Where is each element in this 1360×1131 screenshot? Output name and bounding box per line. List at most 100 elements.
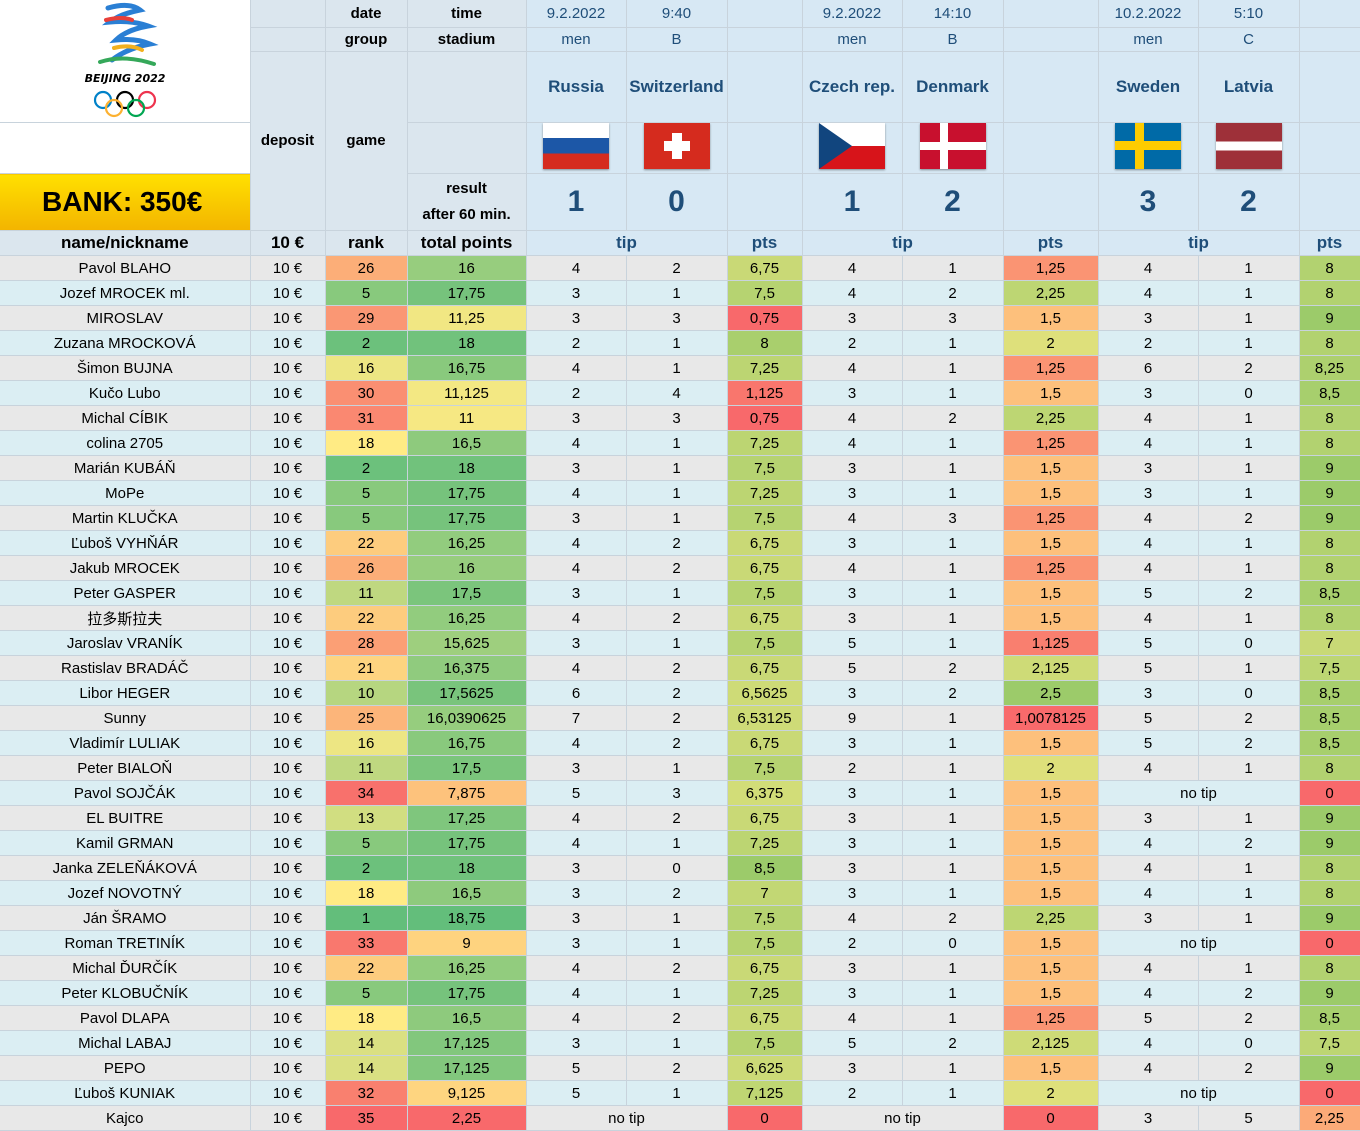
- points-cell: 0: [1298, 930, 1360, 956]
- tip-away-cell: 2: [626, 730, 728, 756]
- tip-home-cell: 4: [526, 530, 627, 556]
- tip-away-cell: 1: [626, 1030, 728, 1056]
- points-cell: 1,5: [1002, 855, 1099, 881]
- tip-home-cell: 4: [1098, 1030, 1199, 1056]
- game3-away-score: 2: [1198, 173, 1300, 231]
- total-points-cell: 16,5: [406, 880, 527, 906]
- tip-home-cell: 4: [1098, 530, 1199, 556]
- total-points-cell: 17,125: [406, 1030, 527, 1056]
- tip-home-cell: 3: [802, 1055, 903, 1081]
- table-row: Pavol BLAHO 10 €26 16 4 2 6,75 4 1 1,25 4 1 8: [0, 255, 1360, 281]
- tip-away-cell: 1: [1198, 805, 1300, 831]
- rank-cell: 5: [324, 480, 408, 506]
- tip-home-cell: 3: [802, 305, 903, 331]
- tip-away-cell: 2: [626, 605, 728, 631]
- total-points-cell: 16,5: [406, 1005, 527, 1031]
- game1-away-score: 0: [626, 173, 728, 231]
- czech-flag-icon: [819, 123, 885, 169]
- deposit-cell: 10 €: [250, 830, 326, 856]
- tip-home-cell: 3: [1098, 905, 1199, 931]
- player-name: Michal LABAJ: [0, 1030, 251, 1056]
- tip-home-cell: 2: [802, 755, 903, 781]
- table-row: Jakub MROCEK 10 €26 16 4 2 6,75 4 1 1,25 4 1 8: [0, 555, 1360, 581]
- tip-home-cell: 5: [1098, 730, 1199, 756]
- tip-home-cell: 4: [802, 355, 903, 381]
- points-cell: 1,5: [1002, 980, 1099, 1006]
- tip-home-cell: 3: [802, 480, 903, 506]
- deposit-cell: 10 €: [250, 305, 326, 331]
- points-cell: 2,25: [1002, 905, 1099, 931]
- total-points-cell: 16,25: [406, 955, 527, 981]
- deposit-cell: 10 €: [250, 1030, 326, 1056]
- total-points-cell: 18: [406, 330, 527, 356]
- points-cell: 9: [1298, 980, 1360, 1006]
- player-name: Pavol BLAHO: [0, 255, 251, 281]
- sweden-flag-icon: [1115, 123, 1181, 169]
- table-row: Peter GASPER 10 €11 17,5 3 1 7,5 3 1 1,5 5 2 8,5: [0, 580, 1360, 606]
- tip-home-cell: 4: [802, 1005, 903, 1031]
- points-cell: 7,5: [726, 505, 803, 531]
- game3-stadium: C: [1198, 27, 1300, 52]
- tip-away-cell: 1: [902, 330, 1004, 356]
- rank-cell: 30: [324, 380, 408, 406]
- player-name: Janka ZELEŇÁKOVÁ: [0, 855, 251, 881]
- tip-home-cell: 5: [526, 780, 627, 806]
- game2-date: 9.2.2022: [802, 0, 903, 28]
- points-cell: 9: [1298, 505, 1360, 531]
- player-name: EL BUITRE: [0, 805, 251, 831]
- rank-cell: 22: [324, 605, 408, 631]
- deposit-cell: 10 €: [250, 405, 326, 431]
- points-cell: 7,5: [726, 630, 803, 656]
- table-row: Michal LABAJ 10 €14 17,125 3 1 7,5 5 2 2,125 4 0 7,…: [0, 1030, 1360, 1056]
- points-cell: 1,5: [1002, 605, 1099, 631]
- points-cell: 6,75: [726, 730, 803, 756]
- game2-stadium: B: [902, 27, 1004, 52]
- points-cell: 8: [1298, 330, 1360, 356]
- tip-home-cell: 2: [526, 380, 627, 406]
- tip-home-cell: 7: [526, 705, 627, 731]
- tip-home-cell: 5: [802, 630, 903, 656]
- tip-home-cell: 3: [526, 455, 627, 481]
- tip-home-cell: 4: [1098, 255, 1199, 281]
- points-cell: 1,25: [1002, 355, 1099, 381]
- tip-home-cell: 2: [1098, 330, 1199, 356]
- tip-home-cell: 2: [802, 330, 903, 356]
- tip-home-cell: 3: [1098, 805, 1199, 831]
- tip-away-cell: 1: [626, 580, 728, 606]
- points-cell: 0,75: [726, 405, 803, 431]
- rank-cell: 5: [324, 980, 408, 1006]
- points-cell: 6,53125: [726, 705, 803, 731]
- table-row: Martin KLUČKA 10 €5 17,75 3 1 7,5 4 3 1,25 4 2 9: [0, 505, 1360, 531]
- tip-home-cell: 4: [1098, 505, 1199, 531]
- points-cell: 9: [1298, 805, 1360, 831]
- game2-away-score: 2: [902, 173, 1004, 231]
- player-name: Kučo Lubo: [0, 380, 251, 406]
- group-label: group: [325, 27, 408, 52]
- tip-away-cell: 1: [902, 530, 1004, 556]
- tip-home-cell: 4: [526, 955, 627, 981]
- tip-away-cell: 3: [626, 780, 728, 806]
- game1-group: men: [526, 27, 627, 52]
- player-name: Vladimír LULIAK: [0, 730, 251, 756]
- game2-home-score: 1: [802, 173, 903, 231]
- tip-home-cell: 5: [1098, 705, 1199, 731]
- points-cell: 6,375: [726, 780, 803, 806]
- rank-cell: 18: [324, 880, 408, 906]
- tip-home-cell: 3: [1098, 305, 1199, 331]
- points-cell: 2,125: [1002, 1030, 1099, 1056]
- latvia-flag-icon: [1215, 123, 1282, 169]
- game1-home-score: 1: [526, 173, 627, 231]
- tip-home-cell: 4: [526, 1005, 627, 1031]
- tip-away-cell: 0: [1198, 680, 1300, 706]
- tip-away-cell: 1: [1198, 455, 1300, 481]
- tip-away-cell: 1: [1198, 280, 1300, 306]
- tip-away-cell: 2: [1198, 505, 1300, 531]
- points-cell: 6,75: [726, 255, 803, 281]
- rank-cell: 16: [324, 730, 408, 756]
- tip-away-cell: 2: [902, 680, 1004, 706]
- player-name: Ján ŠRAMO: [0, 905, 251, 931]
- tip-home-cell: 3: [526, 755, 627, 781]
- rank-cell: 18: [324, 1005, 408, 1031]
- bank-total: BANK: 350€: [0, 173, 251, 231]
- deposit-cell: 10 €: [250, 805, 326, 831]
